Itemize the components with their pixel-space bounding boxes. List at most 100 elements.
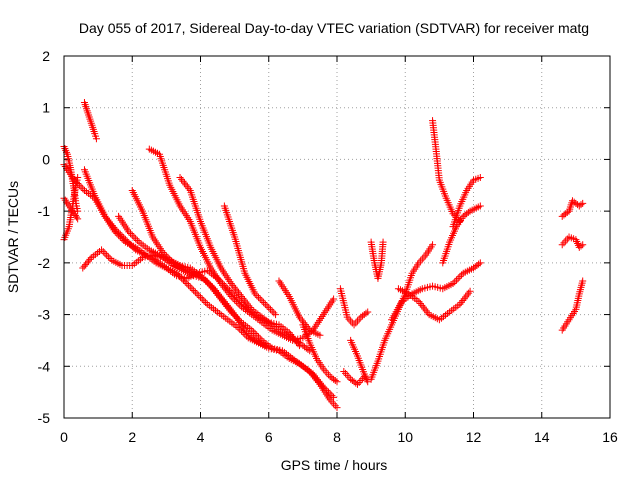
data-point bbox=[73, 213, 81, 221]
data-point bbox=[476, 259, 484, 267]
data-point bbox=[121, 236, 129, 244]
data-point bbox=[128, 231, 136, 239]
data-point bbox=[333, 378, 341, 386]
data-point bbox=[208, 283, 216, 291]
y-tick-label: -4 bbox=[38, 358, 51, 374]
data-point bbox=[178, 274, 186, 282]
x-tick-label: 6 bbox=[265, 429, 273, 445]
data-point bbox=[130, 244, 138, 252]
data-point bbox=[255, 333, 263, 341]
series-arc15 bbox=[336, 285, 372, 329]
y-tick-label: 1 bbox=[42, 100, 50, 116]
data-point bbox=[227, 292, 235, 300]
y-axis-label: SDTVAR / TECUs bbox=[5, 181, 21, 293]
data-point bbox=[251, 290, 259, 298]
data-point bbox=[316, 331, 324, 339]
data-point bbox=[458, 271, 466, 279]
data-point bbox=[79, 264, 87, 272]
data-point bbox=[103, 251, 111, 259]
data-point bbox=[106, 255, 114, 263]
data-point bbox=[452, 276, 460, 284]
data-point bbox=[476, 174, 484, 182]
data-point bbox=[120, 234, 128, 242]
data-point bbox=[179, 276, 187, 284]
x-axis-label: GPS time / hours bbox=[281, 457, 388, 473]
data-point bbox=[248, 326, 256, 334]
data-point bbox=[241, 326, 249, 334]
data-point bbox=[464, 208, 472, 216]
data-point bbox=[321, 385, 329, 393]
data-point bbox=[84, 257, 92, 265]
data-point bbox=[159, 249, 167, 257]
data-point bbox=[330, 295, 338, 303]
data-point bbox=[185, 281, 193, 289]
y-tick-label: 0 bbox=[42, 151, 50, 167]
y-tick-label: -2 bbox=[38, 255, 51, 271]
data-point bbox=[130, 233, 138, 241]
data-point bbox=[319, 383, 327, 391]
data-point bbox=[232, 298, 240, 306]
series-arc24 bbox=[449, 174, 484, 231]
data-point bbox=[86, 255, 94, 263]
data-point bbox=[82, 261, 90, 269]
data-point bbox=[255, 293, 263, 301]
data-point bbox=[176, 273, 184, 281]
x-tick-label: 12 bbox=[466, 429, 482, 445]
x-tick-label: 10 bbox=[397, 429, 413, 445]
data-point bbox=[113, 227, 121, 235]
data-point bbox=[268, 307, 276, 315]
data-point bbox=[198, 295, 206, 303]
data-point bbox=[236, 301, 244, 309]
data-point bbox=[195, 292, 203, 300]
data-point bbox=[115, 229, 123, 237]
data-point bbox=[577, 242, 585, 250]
data-point bbox=[101, 249, 109, 257]
data-point bbox=[161, 250, 169, 258]
data-point bbox=[74, 180, 82, 188]
data-point bbox=[266, 305, 274, 313]
data-point bbox=[362, 309, 370, 317]
data-point bbox=[256, 295, 264, 303]
data-point bbox=[579, 241, 587, 249]
data-point bbox=[229, 294, 237, 302]
data-point bbox=[74, 215, 82, 223]
data-point bbox=[99, 248, 107, 256]
data-point bbox=[127, 230, 135, 238]
data-point bbox=[92, 135, 100, 143]
data-point bbox=[75, 181, 83, 189]
data-point bbox=[577, 201, 585, 209]
data-point bbox=[173, 269, 181, 277]
data-point bbox=[162, 252, 170, 260]
x-tick-label: 16 bbox=[602, 429, 618, 445]
data-points bbox=[60, 99, 587, 412]
data-point bbox=[466, 287, 474, 295]
data-point bbox=[253, 331, 261, 339]
data-point bbox=[253, 292, 261, 300]
data-point bbox=[104, 253, 112, 261]
data-point bbox=[451, 278, 459, 286]
data-point bbox=[330, 393, 338, 401]
data-point bbox=[72, 178, 80, 186]
series-arc21 bbox=[394, 285, 474, 324]
data-point bbox=[476, 202, 484, 210]
data-point bbox=[164, 254, 172, 262]
x-tick-label: 8 bbox=[333, 429, 341, 445]
data-point bbox=[167, 257, 175, 265]
data-point bbox=[98, 246, 106, 254]
series-arc26 bbox=[558, 233, 587, 251]
data-point bbox=[234, 299, 242, 307]
data-point bbox=[80, 262, 88, 270]
series-arc09 bbox=[128, 186, 269, 350]
data-point bbox=[190, 286, 198, 294]
data-point bbox=[205, 280, 213, 288]
y-tick-label: -3 bbox=[38, 307, 51, 323]
data-point bbox=[270, 309, 278, 317]
series-arc20 bbox=[388, 259, 484, 324]
data-point bbox=[258, 297, 266, 305]
data-point bbox=[125, 239, 133, 247]
data-point bbox=[248, 333, 256, 341]
data-point bbox=[197, 293, 204, 301]
y-tick-label: -5 bbox=[38, 410, 51, 426]
data-point bbox=[265, 304, 273, 312]
data-point bbox=[364, 308, 372, 316]
